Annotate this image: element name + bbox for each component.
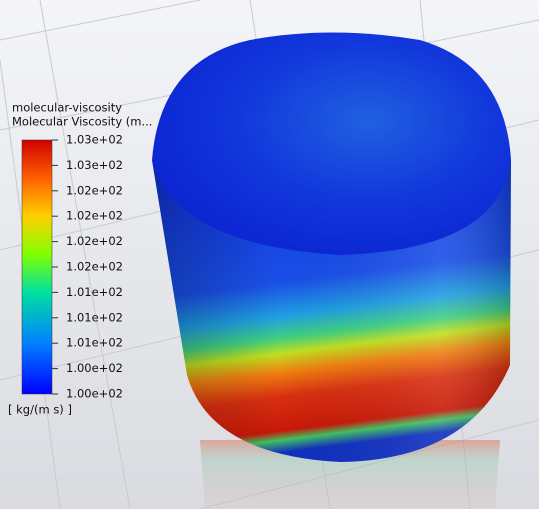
tick-label: 1.01e+02 bbox=[66, 285, 123, 299]
tick-label: 1.03e+02 bbox=[66, 158, 123, 172]
tick-label: 1.02e+02 bbox=[66, 234, 123, 248]
reflection bbox=[200, 440, 500, 509]
cylinder-top bbox=[152, 32, 511, 255]
tick-label: 1.01e+02 bbox=[66, 336, 123, 350]
legend-subtitle: Molecular Viscosity (m... bbox=[12, 115, 152, 129]
tick-label: 1.03e+02 bbox=[66, 133, 123, 147]
tick-label: 1.02e+02 bbox=[66, 209, 123, 223]
tick-label: 1.00e+02 bbox=[66, 387, 123, 401]
tick-label: 1.01e+02 bbox=[66, 310, 123, 324]
tick-label: 1.02e+02 bbox=[66, 183, 123, 197]
tick-label: 1.02e+02 bbox=[66, 260, 123, 274]
colorbar bbox=[21, 139, 53, 395]
legend-units: [ kg/(m s) ] bbox=[8, 403, 72, 417]
colorbar-ticks: 1.03e+02 1.03e+02 1.02e+02 1.02e+02 1.02e+02… bbox=[52, 133, 123, 401]
legend-title: molecular-viscosity bbox=[12, 101, 122, 115]
tick-label: 1.00e+02 bbox=[66, 361, 123, 375]
